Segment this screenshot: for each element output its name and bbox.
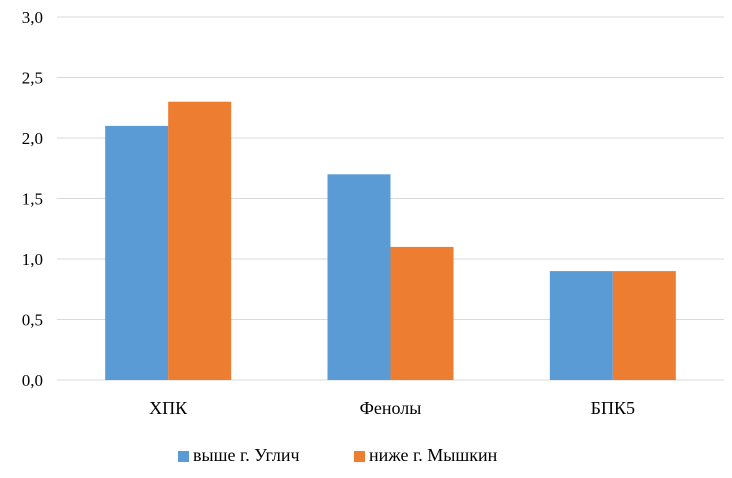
legend: выше г. Углич ниже г. Мышкин [178, 445, 498, 465]
y-axis-ticks: 0,0 0,5 1,0 1,5 2,0 2,5 3,0 [22, 8, 43, 390]
y-tick-label: 3,0 [22, 8, 43, 27]
bar-series1-2 [549, 271, 613, 380]
y-tick-label: 0,5 [22, 311, 43, 330]
legend-swatch [354, 451, 365, 462]
bar-series1-1 [327, 174, 391, 380]
y-tick-label: 2,0 [22, 129, 43, 148]
x-category-label: Фенолы [360, 398, 422, 418]
bar-series2-2 [612, 271, 676, 380]
y-tick-label: 1,0 [22, 250, 43, 269]
legend-swatch [178, 451, 189, 462]
legend-label: выше г. Углич [193, 445, 300, 465]
x-axis-categories: ХПК Фенолы БПК5 [149, 398, 635, 418]
x-category-label: ХПК [149, 398, 188, 418]
bars [105, 101, 676, 381]
y-tick-label: 1,5 [22, 190, 43, 209]
bar-series2-1 [390, 246, 454, 380]
bar-series1-0 [105, 125, 169, 381]
bar-series2-0 [168, 101, 232, 380]
legend-label: ниже г. Мышкин [369, 445, 498, 465]
y-tick-label: 2,5 [22, 69, 43, 88]
x-category-label: БПК5 [591, 398, 635, 418]
y-tick-label: 0,0 [22, 371, 43, 390]
